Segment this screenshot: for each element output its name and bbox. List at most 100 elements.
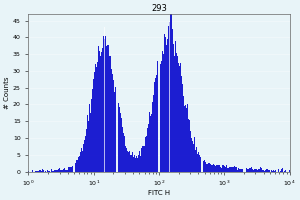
Bar: [130, 155, 131, 172]
Bar: [87, 115, 88, 172]
Bar: [123, 133, 124, 172]
Bar: [97, 62, 98, 172]
Bar: [107, 45, 108, 172]
Bar: [191, 138, 192, 172]
Bar: [218, 165, 219, 172]
Bar: [282, 168, 284, 172]
Bar: [254, 169, 255, 172]
Bar: [249, 168, 250, 172]
Bar: [147, 128, 148, 172]
Bar: [179, 66, 180, 172]
Bar: [127, 151, 128, 172]
Bar: [262, 170, 263, 172]
Bar: [257, 170, 258, 172]
Bar: [108, 45, 109, 172]
Bar: [180, 63, 181, 172]
Bar: [170, 14, 171, 172]
Bar: [206, 164, 207, 172]
Bar: [63, 169, 64, 172]
Bar: [227, 168, 228, 172]
Bar: [55, 170, 56, 172]
Bar: [135, 158, 136, 172]
Bar: [110, 56, 111, 172]
Bar: [174, 56, 175, 172]
Bar: [238, 168, 239, 172]
Bar: [74, 163, 76, 172]
Bar: [57, 170, 58, 172]
Bar: [54, 170, 55, 172]
Bar: [149, 112, 150, 172]
Bar: [269, 170, 270, 172]
Bar: [255, 169, 256, 172]
Bar: [272, 171, 273, 172]
Bar: [41, 171, 42, 172]
Bar: [95, 64, 96, 172]
Bar: [151, 114, 152, 172]
Bar: [132, 152, 133, 172]
Bar: [167, 39, 168, 172]
Bar: [261, 168, 262, 172]
Bar: [103, 36, 104, 172]
Bar: [209, 163, 210, 172]
Bar: [185, 105, 186, 172]
Bar: [121, 118, 122, 172]
Bar: [48, 171, 49, 172]
Bar: [264, 171, 265, 172]
Bar: [222, 165, 223, 172]
Bar: [160, 64, 161, 172]
Bar: [252, 169, 253, 172]
Bar: [118, 103, 119, 172]
Bar: [85, 136, 86, 172]
Bar: [65, 170, 66, 172]
Bar: [248, 169, 249, 172]
Bar: [188, 119, 189, 172]
Bar: [100, 56, 101, 172]
Bar: [253, 170, 254, 172]
Bar: [86, 129, 87, 172]
Bar: [139, 151, 140, 172]
Bar: [232, 167, 233, 172]
Bar: [129, 151, 130, 172]
Bar: [171, 14, 172, 172]
Bar: [187, 104, 188, 172]
Bar: [82, 151, 83, 172]
Bar: [42, 169, 43, 172]
Bar: [158, 74, 160, 172]
Bar: [200, 157, 202, 172]
Bar: [153, 95, 154, 172]
Bar: [144, 146, 145, 172]
Bar: [165, 37, 166, 172]
Bar: [195, 150, 196, 172]
Bar: [53, 171, 54, 172]
Bar: [56, 170, 57, 172]
Bar: [242, 169, 243, 172]
Bar: [96, 67, 97, 172]
Bar: [274, 171, 275, 172]
Bar: [216, 165, 217, 172]
Bar: [236, 167, 237, 172]
Bar: [140, 156, 141, 172]
Bar: [234, 166, 235, 172]
Bar: [173, 44, 174, 172]
Bar: [45, 171, 46, 172]
Bar: [233, 167, 234, 172]
Bar: [81, 148, 82, 172]
Bar: [268, 170, 269, 172]
Bar: [145, 137, 146, 172]
Bar: [204, 160, 205, 172]
Bar: [265, 170, 266, 172]
Bar: [125, 146, 126, 172]
Bar: [162, 51, 163, 172]
Bar: [133, 157, 134, 172]
Bar: [98, 46, 99, 172]
Bar: [61, 170, 62, 172]
Bar: [122, 127, 123, 172]
Bar: [62, 170, 63, 172]
Bar: [190, 131, 191, 172]
Bar: [259, 169, 260, 172]
Bar: [178, 63, 179, 172]
Bar: [256, 169, 257, 172]
Bar: [69, 167, 70, 172]
Bar: [229, 167, 230, 172]
Bar: [225, 167, 226, 172]
